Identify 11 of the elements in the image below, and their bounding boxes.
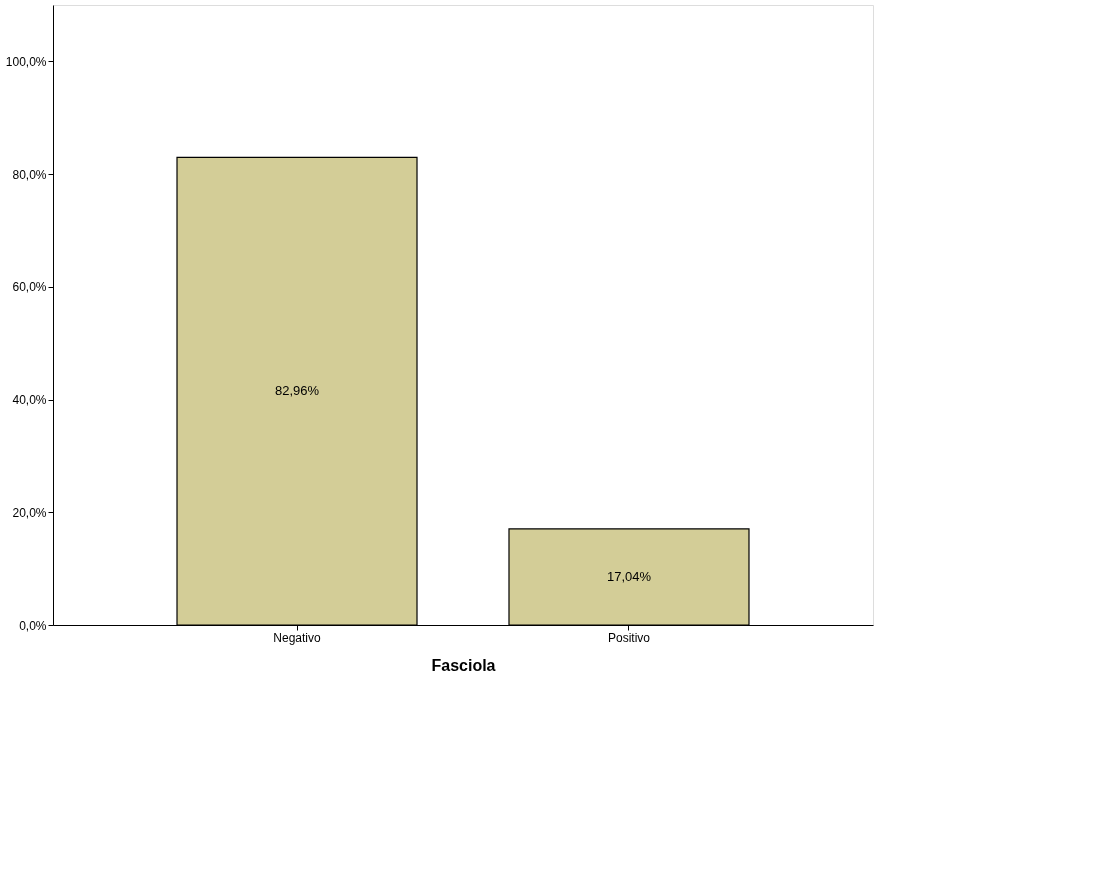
y-tick-label: 100,0% [5, 54, 47, 69]
x-tick-label: Negativo [273, 630, 322, 645]
data-label: 82,96% [274, 383, 320, 399]
y-tick-label: 80,0% [12, 167, 47, 182]
x-axis-title: Fasciola [431, 656, 496, 674]
y-tick-label: 40,0% [12, 393, 47, 408]
data-label: 17,04% [606, 568, 652, 584]
x-tick-label: Positivo [607, 630, 651, 645]
y-tick-label: 20,0% [12, 505, 47, 520]
y-tick-label: 0,0% [19, 618, 47, 633]
y-tick-label: 60,0% [12, 280, 47, 295]
